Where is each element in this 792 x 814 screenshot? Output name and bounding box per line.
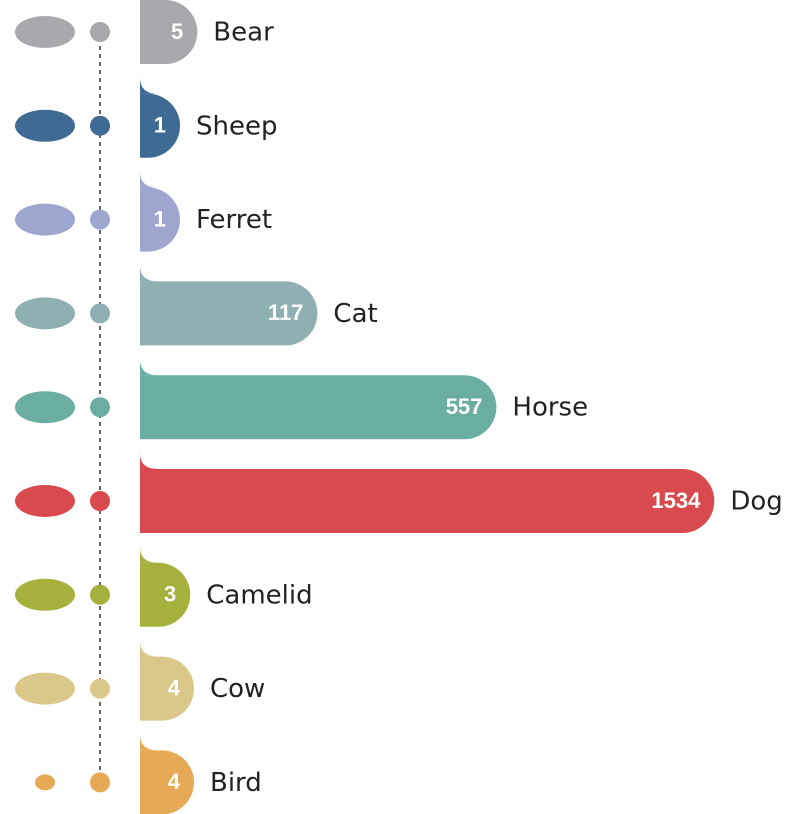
timeline-dot (90, 772, 110, 793)
value-label: 4 (168, 769, 181, 794)
bar (140, 93, 180, 158)
bar (140, 375, 497, 440)
value-label: 117 (268, 300, 304, 325)
bar-connector (140, 77, 158, 94)
animal-icon (15, 672, 75, 705)
bar-connector (140, 171, 158, 188)
category-label: Sheep (196, 111, 277, 141)
value-label: 1 (154, 113, 166, 138)
bar-connector (140, 734, 158, 751)
value-label: 1534 (651, 488, 701, 513)
category-label: Dog (730, 487, 782, 517)
timeline-dot (90, 303, 110, 324)
bar (140, 750, 194, 814)
bar-connector (140, 265, 158, 282)
bar (140, 0, 198, 64)
value-label: 5 (171, 19, 183, 44)
category-label: Cat (333, 299, 377, 329)
bar (140, 469, 715, 533)
value-label: 1 (154, 206, 166, 231)
bar-connector (140, 546, 158, 563)
category-label: Cow (210, 674, 265, 704)
animal-icon (15, 16, 75, 48)
timeline-dot (90, 115, 110, 136)
animal-icon (15, 578, 75, 611)
timeline-dot (90, 22, 110, 42)
timeline-dot (90, 209, 110, 230)
bar (140, 187, 180, 252)
category-label: Bear (213, 18, 274, 48)
bar (140, 656, 194, 721)
timeline-dot (90, 584, 110, 605)
timeline-dot (90, 491, 110, 511)
category-label: Ferret (196, 205, 272, 235)
bar-connector (140, 640, 158, 657)
animal-icon (35, 774, 55, 791)
bar (140, 562, 191, 627)
value-label: 4 (168, 675, 181, 700)
value-label: 557 (446, 394, 483, 419)
category-label: Bird (210, 768, 262, 798)
value-label: 3 (164, 582, 176, 607)
animal-icon (15, 109, 75, 142)
animal-icon (15, 297, 75, 330)
animal-icon (15, 203, 75, 236)
timeline-dot (90, 678, 110, 699)
bar (140, 281, 318, 346)
timeline-dot (90, 397, 110, 418)
bar-connector (140, 359, 158, 376)
category-label: Horse (512, 393, 588, 423)
animal-icon (15, 485, 75, 517)
bar-connector (140, 453, 158, 469)
animal-icon (15, 391, 75, 424)
category-label: Camelid (206, 580, 312, 610)
